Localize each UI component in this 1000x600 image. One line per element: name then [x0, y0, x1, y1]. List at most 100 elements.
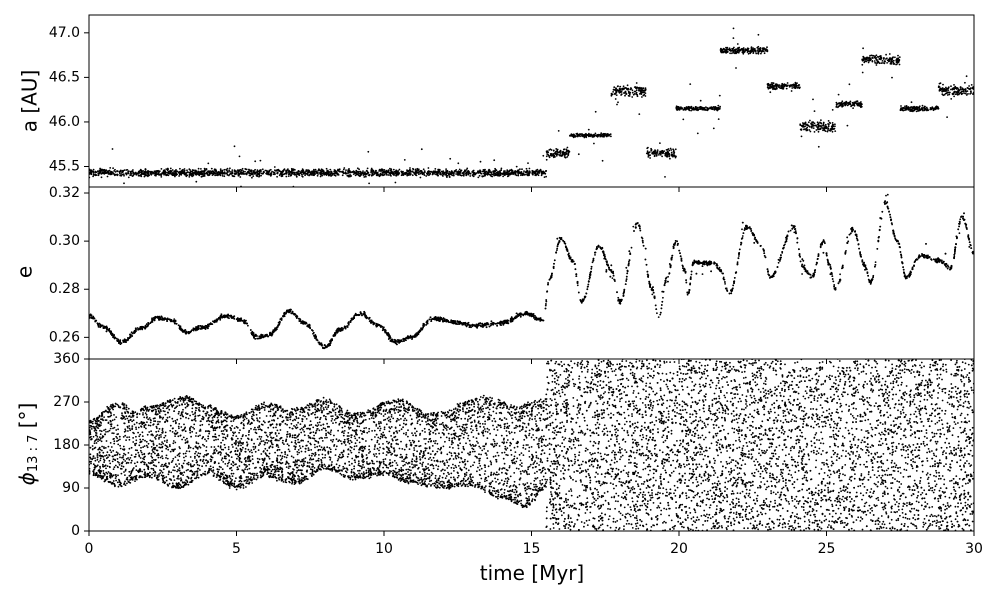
data-point — [771, 82, 774, 84]
data-point — [437, 169, 440, 171]
data-point — [506, 173, 509, 176]
data-point — [765, 48, 768, 51]
data-point — [365, 172, 368, 175]
data-point — [395, 174, 398, 177]
data-point — [109, 167, 112, 169]
data-point — [218, 173, 221, 176]
data-point — [538, 172, 541, 174]
data-point — [576, 135, 579, 138]
data-point — [502, 175, 504, 178]
data-point — [961, 90, 963, 93]
data-point — [306, 170, 308, 172]
data-point — [579, 135, 581, 138]
data-point — [813, 122, 816, 125]
data-point — [558, 154, 560, 156]
data-point — [449, 157, 452, 160]
data-point — [659, 153, 662, 156]
data-point — [165, 168, 168, 171]
data-point — [452, 196, 454, 198]
data-point — [883, 57, 885, 60]
data-point — [865, 57, 868, 59]
data-point — [959, 87, 962, 89]
data-point — [496, 171, 498, 174]
data-point — [336, 172, 339, 175]
data-point — [650, 148, 653, 151]
data-point — [847, 102, 850, 104]
data-point — [526, 173, 529, 176]
data-point — [572, 135, 575, 137]
data-point — [822, 122, 825, 124]
data-point — [543, 176, 546, 179]
data-point — [251, 176, 253, 179]
data-point — [465, 174, 468, 177]
data-point — [856, 104, 859, 107]
data-point — [648, 154, 651, 157]
data-point — [301, 171, 304, 174]
data-point — [751, 49, 753, 51]
data-point — [345, 169, 347, 172]
data-point — [435, 173, 437, 176]
data-point — [258, 171, 261, 174]
data-point — [228, 174, 230, 177]
data-point — [882, 62, 884, 64]
data-point — [131, 170, 134, 173]
data-point — [705, 106, 707, 108]
data-point — [964, 81, 966, 84]
data-point — [803, 123, 806, 125]
data-point — [138, 172, 141, 175]
data-point — [785, 87, 788, 90]
data-point — [90, 170, 93, 173]
data-point — [961, 87, 964, 90]
data-point — [915, 108, 918, 110]
data-point — [477, 170, 479, 173]
data-point — [101, 169, 103, 172]
data-point — [411, 170, 414, 173]
data-point — [650, 149, 653, 152]
data-point — [747, 52, 750, 55]
data-point — [867, 61, 870, 64]
data-point — [898, 59, 900, 62]
data-point — [852, 103, 855, 106]
data-point — [382, 170, 385, 173]
data-point — [171, 169, 174, 171]
data-point — [378, 174, 380, 177]
data-point — [950, 88, 952, 91]
data-point — [862, 56, 865, 58]
data-point — [818, 128, 821, 131]
data-point — [407, 174, 409, 176]
data-point — [261, 168, 264, 171]
data-point — [434, 171, 437, 173]
data-point — [112, 172, 115, 175]
data-point — [347, 170, 349, 173]
data-point — [706, 109, 709, 112]
data-point — [656, 149, 659, 152]
data-point — [348, 171, 351, 173]
data-point — [160, 168, 163, 170]
data-point — [437, 174, 439, 177]
data-point — [223, 171, 226, 174]
data-point — [842, 102, 845, 105]
data-point — [536, 173, 539, 176]
data-point — [682, 108, 685, 111]
data-point — [195, 173, 198, 176]
data-point — [833, 127, 836, 130]
data-point — [317, 173, 319, 175]
data-point — [817, 127, 819, 130]
data-point — [452, 174, 455, 177]
data-point — [850, 105, 852, 108]
data-point — [577, 133, 580, 136]
data-point — [446, 170, 449, 173]
data-point — [556, 153, 559, 155]
data-point — [493, 170, 496, 172]
data-point — [556, 150, 558, 153]
data-point — [333, 169, 336, 171]
data-point — [891, 76, 893, 79]
data-point — [383, 172, 386, 174]
data-point — [812, 98, 814, 101]
data-point — [596, 134, 599, 137]
data-point — [731, 52, 733, 55]
data-point — [734, 48, 737, 51]
data-point — [566, 156, 569, 158]
data-point — [620, 93, 623, 95]
data-point — [301, 168, 304, 171]
